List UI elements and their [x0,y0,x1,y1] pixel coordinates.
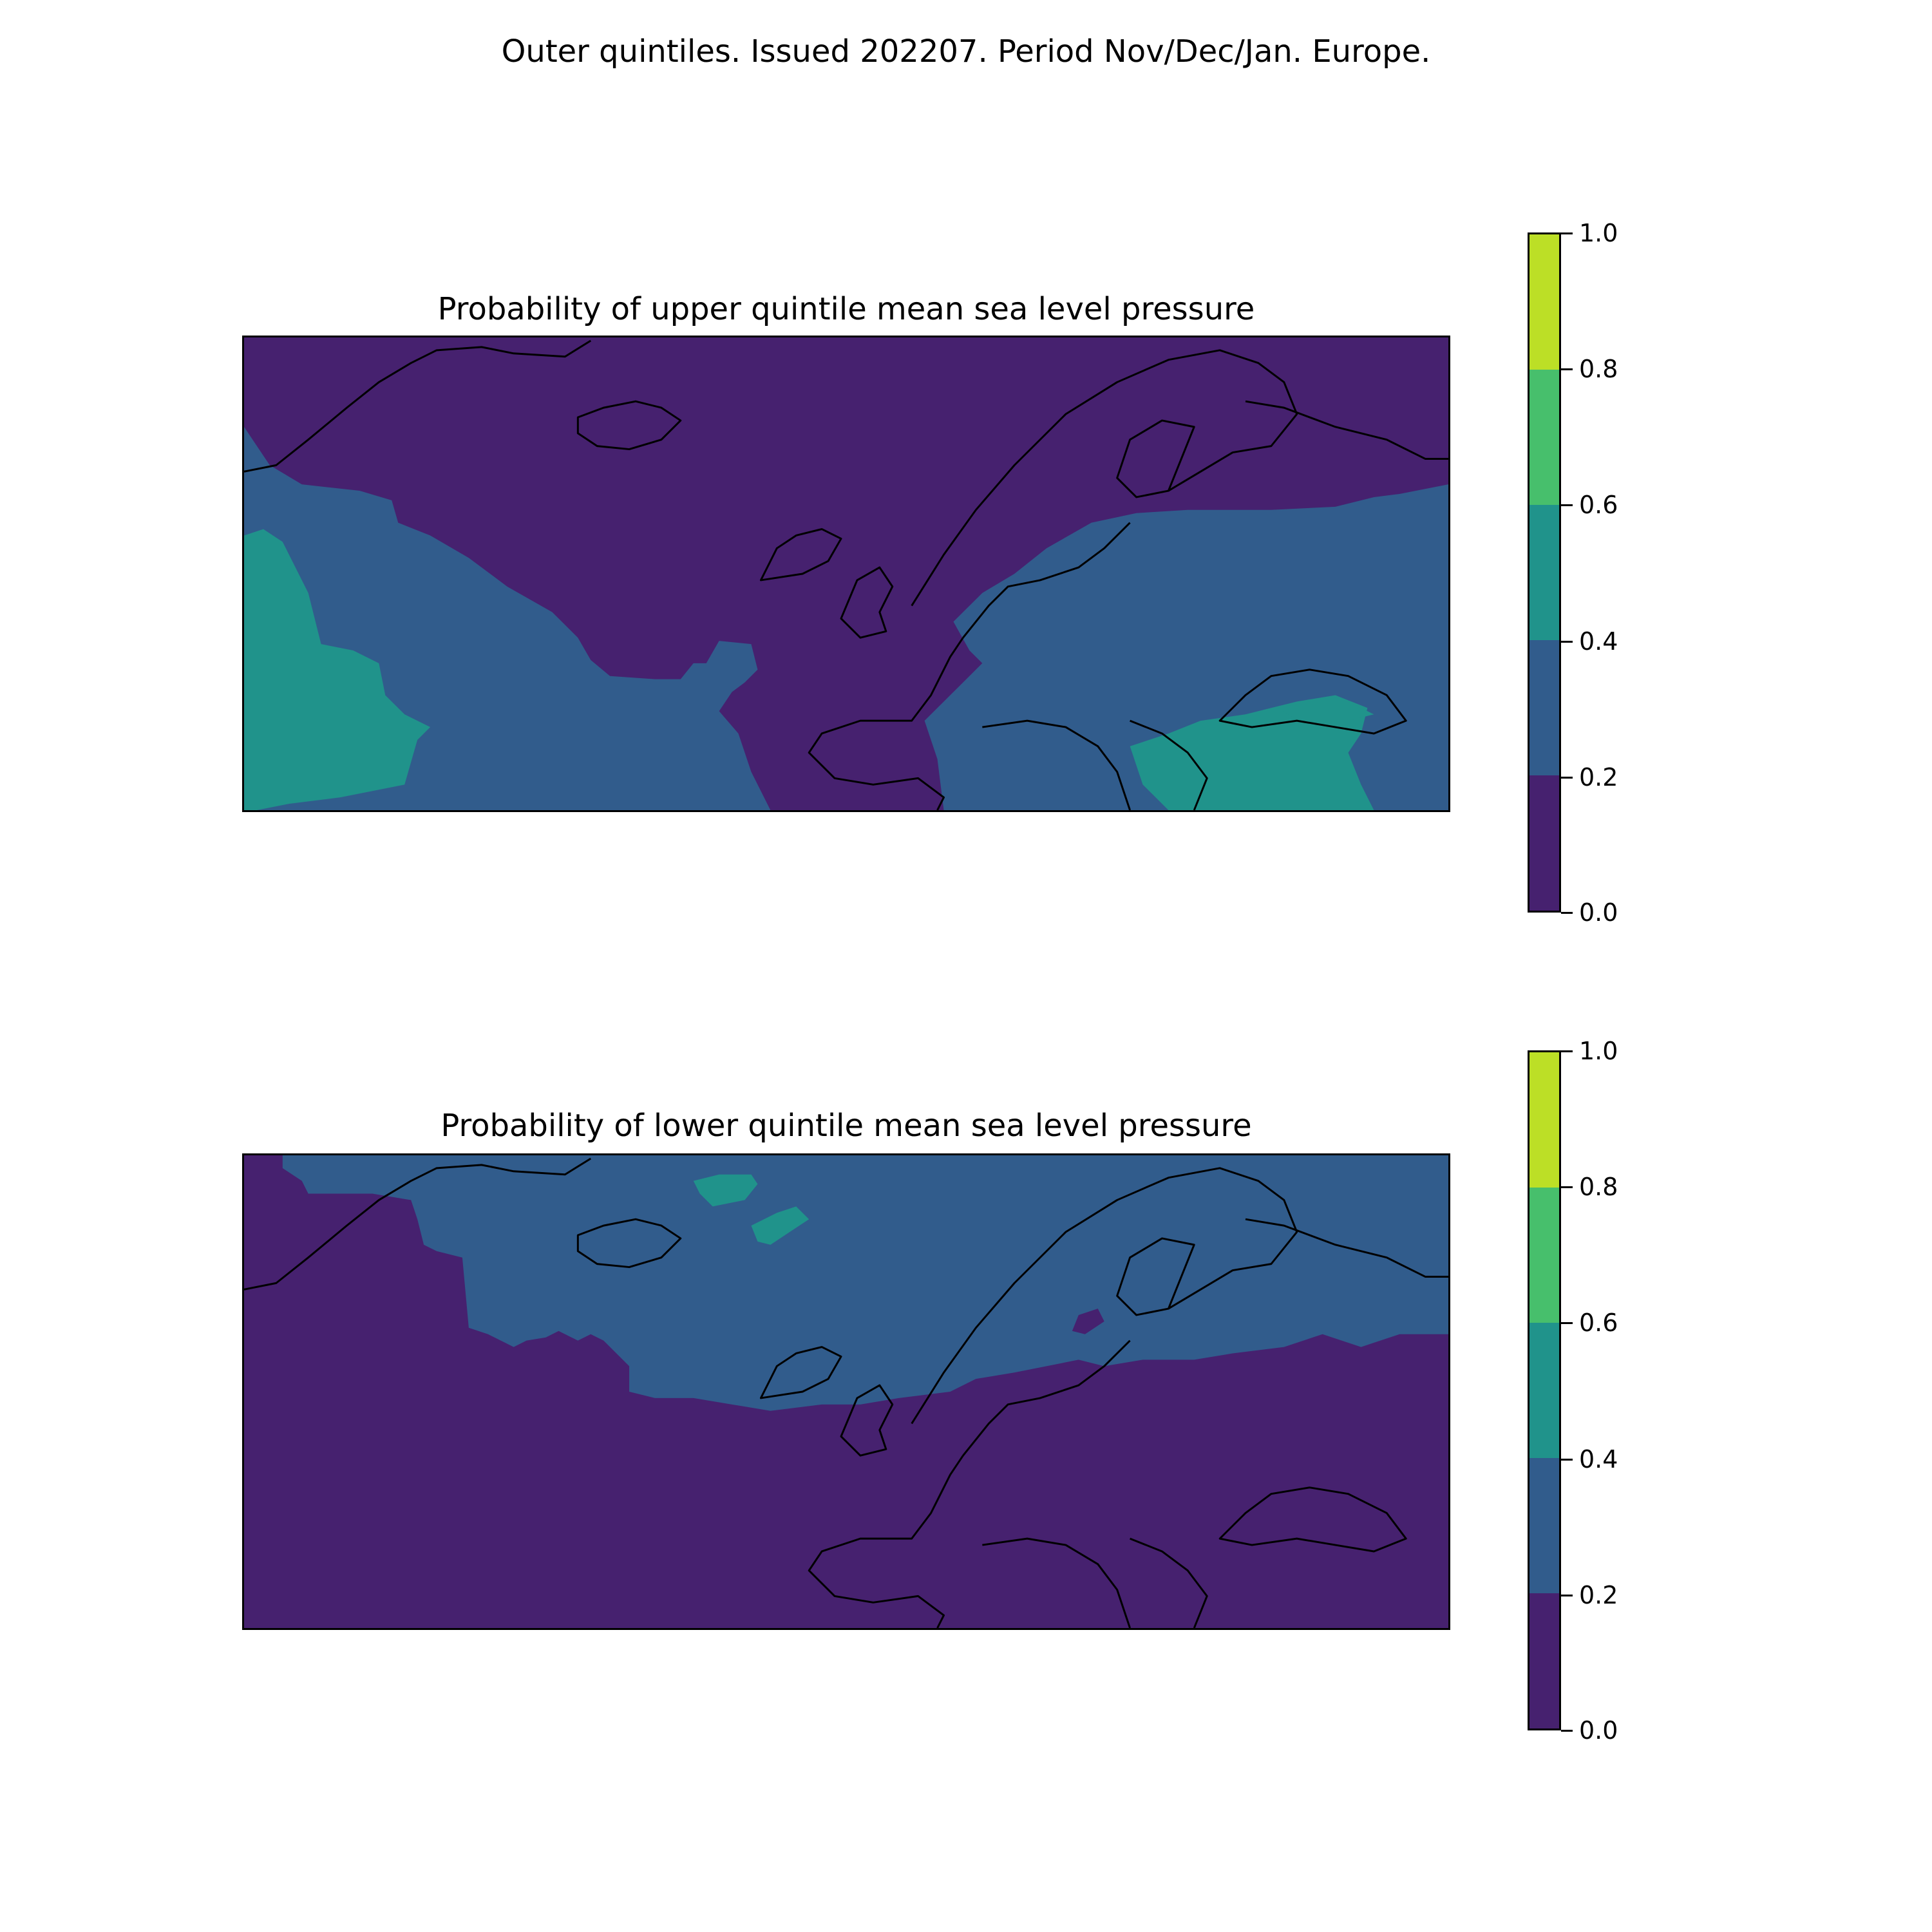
upper-colorbar-tick-label: 0.8 [1579,355,1618,383]
lower-quintile-map-svg [244,1155,1448,1628]
lower-panel-title: Probability of lower quintile mean sea l… [440,1108,1252,1144]
upper-colorbar-tick [1561,912,1573,914]
upper-colorbar-bin-0.8-1.0 [1530,234,1559,370]
lower-map-region-bothnia-patch [1072,1309,1104,1334]
figure-suptitle: Outer quintiles. Issued 202207. Period N… [501,33,1431,70]
lower-colorbar-tick [1561,1730,1573,1732]
lower-colorbar-bin-0.2-0.4 [1530,1458,1559,1593]
upper-colorbar-bin-0.0-0.2 [1530,775,1559,911]
lower-colorbar-tick [1561,1459,1573,1461]
lower-quintile-map [242,1153,1450,1630]
upper-quintile-map [242,336,1450,812]
upper-colorbar-tick [1561,368,1573,370]
lower-colorbar-tick [1561,1595,1573,1596]
upper-colorbar-tick [1561,504,1573,506]
lower-colorbar [1528,1050,1561,1730]
lower-colorbar-tick [1561,1186,1573,1188]
upper-map-region-west-atlantic [244,529,431,810]
upper-colorbar-bin-0.2-0.4 [1530,640,1559,775]
upper-colorbar-tick [1561,232,1573,234]
upper-map-region-black-sea-north [1277,701,1374,724]
upper-colorbar-bin-0.6-0.8 [1530,370,1559,505]
upper-colorbar-tick [1561,777,1573,779]
lower-colorbar-tick [1561,1322,1573,1324]
upper-quintile-map-svg [244,337,1448,810]
lower-map-coastlines [244,1157,1448,1628]
upper-panel-title: Probability of upper quintile mean sea l… [437,291,1255,327]
lower-colorbar-tick-label: 0.4 [1579,1445,1618,1473]
lower-colorbar-bin-0.6-0.8 [1530,1188,1559,1323]
upper-colorbar-tick-label: 0.0 [1579,898,1618,927]
lower-map-region-norwegian-sea-patch-1 [693,1174,758,1207]
upper-colorbar-tick-label: 1.0 [1579,219,1618,247]
upper-colorbar-tick-label: 0.4 [1579,627,1618,656]
upper-colorbar-tick-label: 0.6 [1579,491,1618,519]
lower-colorbar-bin-0.4-0.6 [1530,1323,1559,1458]
upper-colorbar [1528,232,1561,913]
lower-colorbar-bin-0.0-0.2 [1530,1593,1559,1728]
lower-colorbar-tick-label: 0.2 [1579,1581,1618,1609]
lower-colorbar-tick-label: 1.0 [1579,1037,1618,1065]
lower-colorbar-tick [1561,1050,1573,1052]
upper-colorbar-bin-0.4-0.6 [1530,505,1559,640]
upper-colorbar-tick [1561,641,1573,643]
lower-map-region-northern-band [282,1155,1448,1411]
lower-colorbar-bin-0.8-1.0 [1530,1052,1559,1188]
lower-colorbar-tick-label: 0.6 [1579,1309,1618,1337]
lower-map-region-norwegian-sea-patch-2 [751,1206,810,1245]
lower-colorbar-tick-label: 0.0 [1579,1716,1618,1745]
upper-colorbar-tick-label: 0.2 [1579,763,1618,791]
upper-map-coastlines [244,339,1448,810]
lower-colorbar-tick-label: 0.8 [1579,1173,1618,1201]
